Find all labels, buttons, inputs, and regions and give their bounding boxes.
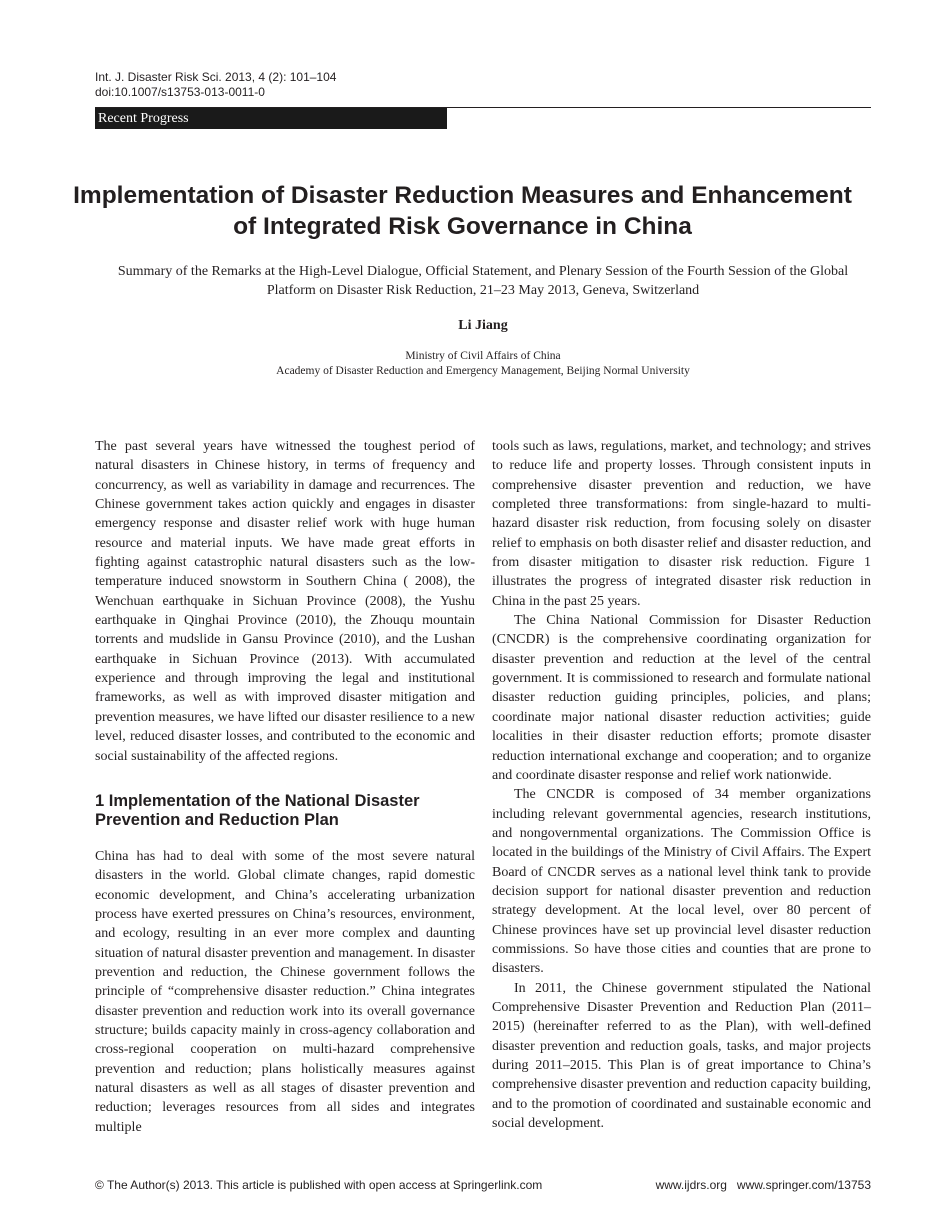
section-heading: 1 Implementation of the National Disaste… (95, 791, 420, 829)
affiliation: Ministry of Civil Affairs of China (405, 350, 561, 362)
journal-link[interactable]: www.ijdrs.org (655, 1178, 727, 1192)
copyright: © The Author(s) 2013. This article is pu… (95, 1178, 543, 1192)
body-paragraph: In 2011, the Chinese government stipulat… (492, 980, 871, 1132)
body-paragraph-continued: tools such as laws, regulations, market,… (492, 439, 871, 609)
left-column: The past several years have witnessed th… (95, 437, 475, 1137)
body-paragraph: China has had to deal with some of the m… (95, 848, 475, 1135)
affiliations: Ministry of Civil Affairs of China Acade… (95, 349, 871, 379)
footer: © The Author(s) 2013. This article is pu… (95, 1178, 871, 1192)
author: Li Jiang (458, 318, 508, 333)
journal-header: Int. J. Disaster Risk Sci. 2013, 4 (2): … (95, 70, 336, 100)
paper-title: Implementation of Disaster Reduction Mea… (73, 182, 852, 240)
doi: doi:10.1007/s13753-013-0011-0 (95, 85, 265, 99)
body-paragraph: The CNCDR is composed of 34 member organ… (492, 787, 871, 977)
body-paragraph: The China National Commission for Disast… (492, 613, 871, 783)
intro-paragraph: The past several years have witnessed th… (95, 439, 475, 764)
header-rule (95, 107, 871, 108)
paper-subtitle: Summary of the Remarks at the High-Level… (117, 264, 849, 298)
right-column: tools such as laws, regulations, market,… (492, 437, 871, 1133)
section-band: Recent Progress (95, 108, 447, 129)
citation: Int. J. Disaster Risk Sci. 2013, 4 (2): … (95, 70, 337, 84)
springer-link[interactable]: www.springer.com/13753 (736, 1178, 871, 1192)
affiliation: Academy of Disaster Reduction and Emerge… (276, 365, 690, 377)
